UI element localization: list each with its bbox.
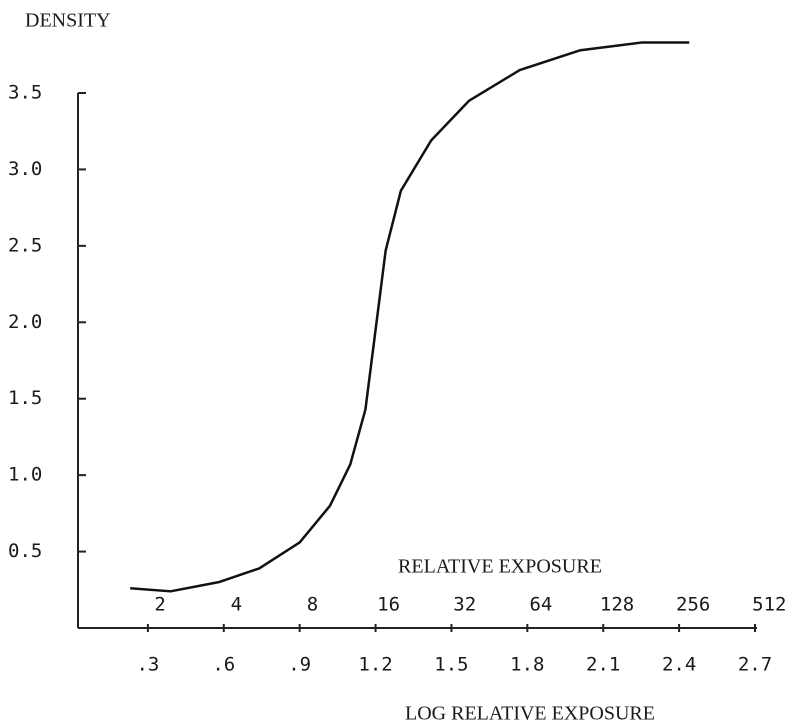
curve [130, 41, 690, 593]
x-tick-label: 1.5 [434, 654, 468, 676]
x2-axis-label: RELATIVE EXPOSURE [398, 556, 602, 578]
x2-tick-label: 128 [600, 594, 634, 616]
y-tick-label: 1.0 [8, 464, 42, 486]
x-tick-label: 2.1 [586, 654, 620, 676]
x2-tick-label: 512 [752, 594, 786, 616]
y-tick-label: 1.5 [8, 387, 42, 409]
y-tick-label: 2.0 [8, 311, 42, 333]
x2-tick-label: 4 [231, 594, 242, 616]
x-tick-label: 1.2 [358, 654, 392, 676]
x2-tick-label: 64 [529, 594, 552, 616]
y-axis-label: DENSITY [25, 10, 111, 32]
y-tick-label: 3.0 [8, 158, 42, 180]
x2-tick-label: 16 [377, 594, 400, 616]
x-axis-label: LOG RELATIVE EXPOSURE [405, 703, 655, 725]
y-tick-label: 0.5 [8, 540, 42, 562]
x2-tick-label: 256 [676, 594, 710, 616]
x2-tick-label: 32 [453, 594, 476, 616]
x2-tick-label: 8 [307, 594, 318, 616]
x-tick-label: .3 [136, 654, 159, 676]
x2-tick-label: 2 [154, 594, 165, 616]
y-tick-label: 2.5 [8, 234, 42, 256]
y-tick-label: 3.5 [8, 82, 42, 104]
x-tick-label: 2.4 [662, 654, 696, 676]
x-tick-label: 2.7 [738, 654, 772, 676]
x-tick-label: 1.8 [510, 654, 544, 676]
x-tick-label: .6 [212, 654, 235, 676]
x-tick-label: .9 [288, 654, 311, 676]
